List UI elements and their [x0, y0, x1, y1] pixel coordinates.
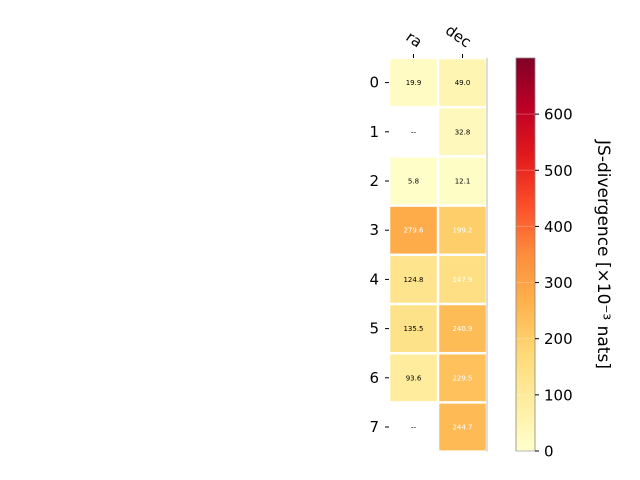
colorbar-tick-label: 200 [544, 330, 573, 348]
y-tick-label: 1 [369, 123, 379, 141]
cell-value-label: 19.9 [406, 79, 422, 87]
x-tick-label: dec [442, 21, 474, 51]
cell-value-label: 244.7 [452, 424, 472, 432]
colorbar-tick-label: 100 [544, 386, 573, 404]
colorbar-tick-label: 500 [544, 162, 573, 180]
cell-value-label: 49.0 [455, 79, 471, 87]
cell-value-label: -- [411, 128, 417, 136]
y-tick-label: 0 [369, 74, 379, 92]
heatmap-cell [390, 305, 437, 352]
heatmap-cell [439, 354, 486, 402]
cell-value-label: 147.9 [452, 276, 472, 284]
colorbar-tick-label: 400 [544, 218, 573, 236]
y-tick-label: 4 [369, 270, 379, 288]
heatmap-cell [439, 305, 486, 352]
heatmap-cell [439, 403, 486, 451]
cell-value-label: 229.5 [452, 374, 472, 382]
colorbar-label: JS-divergence [×10⁻³ nats] [593, 139, 613, 369]
heatmap-cell [390, 354, 437, 402]
x-tick-label: ra [403, 28, 426, 52]
heatmap-cell [390, 256, 437, 303]
cell-value-label: 5.8 [408, 178, 419, 186]
heatmap-cell [439, 59, 486, 106]
cell-value-label: 240.9 [452, 325, 472, 333]
heatmap-cell [390, 59, 437, 106]
cell-value-label: 12.1 [455, 178, 471, 186]
y-tick-label: 2 [369, 172, 379, 190]
y-tick-label: 3 [369, 221, 379, 239]
colorbar-tick-label: 0 [544, 443, 554, 461]
y-tick-label: 5 [369, 320, 379, 338]
cell-value-label: 199.2 [452, 227, 472, 235]
colorbar: 0 100 200 300 400 500 600 JS-divergence [×10⁻³ … [515, 57, 613, 461]
heatmap-cell [439, 108, 486, 156]
cell-value-label: 32.8 [455, 128, 471, 136]
cell-value-label: 135.5 [403, 325, 423, 333]
colorbar-tick-label: 300 [544, 274, 573, 292]
cell-value-label: 93.6 [406, 374, 422, 382]
y-tick-label: 7 [369, 418, 379, 436]
y-tick-label: 6 [369, 369, 379, 387]
heatmap-grid: 19.9 49.0 -- 32.8 5.8 12.1 279.6 199.2 124.8 147.… [369, 21, 488, 452]
cell-value-label: 279.6 [403, 227, 424, 235]
heatmap-cell [390, 157, 437, 205]
heatmap-cell [390, 206, 437, 254]
cell-value-label: 124.8 [403, 276, 423, 284]
heatmap-cell [439, 206, 486, 254]
heatmap-cell [439, 256, 486, 303]
heatmap-cell [439, 157, 486, 205]
cell-value-label: -- [411, 424, 417, 432]
colorbar-gradient [515, 57, 536, 452]
colorbar-tick-label: 600 [544, 106, 573, 124]
